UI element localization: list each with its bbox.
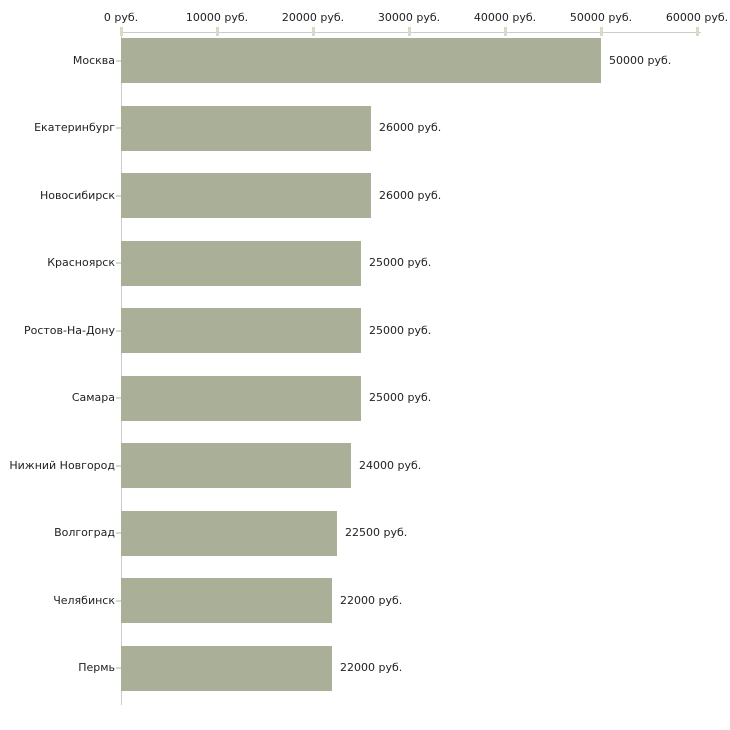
bar (121, 173, 371, 218)
x-axis-tick-label: 30000 руб. (377, 11, 441, 24)
y-axis-tick (116, 330, 121, 332)
y-axis-tick (116, 600, 121, 602)
category-label: Нижний Новгород (9, 459, 115, 472)
x-axis-tick-label: 60000 руб. (665, 11, 729, 24)
x-axis-line (121, 32, 701, 33)
category-label: Пермь (78, 661, 115, 674)
value-label: 24000 руб. (359, 459, 422, 472)
y-axis-tick (116, 60, 121, 62)
bar (121, 106, 371, 151)
value-label: 26000 руб. (379, 189, 442, 202)
category-label: Новосибирск (39, 189, 115, 202)
category-label: Москва (72, 54, 115, 67)
value-label: 25000 руб. (369, 324, 432, 337)
x-axis-tick (216, 27, 219, 36)
x-axis-tick-label: 50000 руб. (569, 11, 633, 24)
value-label: 22000 руб. (340, 661, 403, 674)
category-label: Екатеринбург (34, 121, 115, 134)
category-label: Красноярск (47, 256, 115, 269)
y-axis-tick (116, 262, 121, 264)
category-label: Самара (71, 391, 115, 404)
bar (121, 646, 332, 691)
y-axis-tick (116, 465, 121, 467)
x-axis-tick-label: 20000 руб. (281, 11, 345, 24)
bar (121, 241, 361, 286)
category-label: Ростов-На-Дону (23, 324, 115, 337)
x-axis-tick (408, 27, 411, 36)
x-axis-tick-label: 10000 руб. (185, 11, 249, 24)
bar (121, 511, 337, 556)
value-label: 25000 руб. (369, 391, 432, 404)
x-axis-tick (120, 27, 123, 36)
value-label: 25000 руб. (369, 256, 432, 269)
value-label: 22000 руб. (340, 594, 403, 607)
x-axis-tick (696, 27, 699, 36)
y-axis-tick (116, 127, 121, 129)
y-axis-tick (116, 667, 121, 669)
bar (121, 376, 361, 421)
y-axis-tick (116, 397, 121, 399)
value-label: 22500 руб. (345, 526, 408, 539)
bar (121, 578, 332, 623)
x-axis-tick (600, 27, 603, 36)
x-axis-tick (504, 27, 507, 36)
bar (121, 308, 361, 353)
y-axis-tick (116, 532, 121, 534)
x-axis-tick (312, 27, 315, 36)
value-label: 50000 руб. (609, 54, 672, 67)
y-axis-tick (116, 195, 121, 197)
category-label: Челябинск (53, 594, 115, 607)
bar (121, 38, 601, 83)
x-axis-tick-label: 40000 руб. (473, 11, 537, 24)
x-axis-tick-label: 0 руб. (103, 11, 139, 24)
category-label: Волгоград (54, 526, 115, 539)
y-axis-line (121, 32, 122, 705)
bar (121, 443, 351, 488)
value-label: 26000 руб. (379, 121, 442, 134)
